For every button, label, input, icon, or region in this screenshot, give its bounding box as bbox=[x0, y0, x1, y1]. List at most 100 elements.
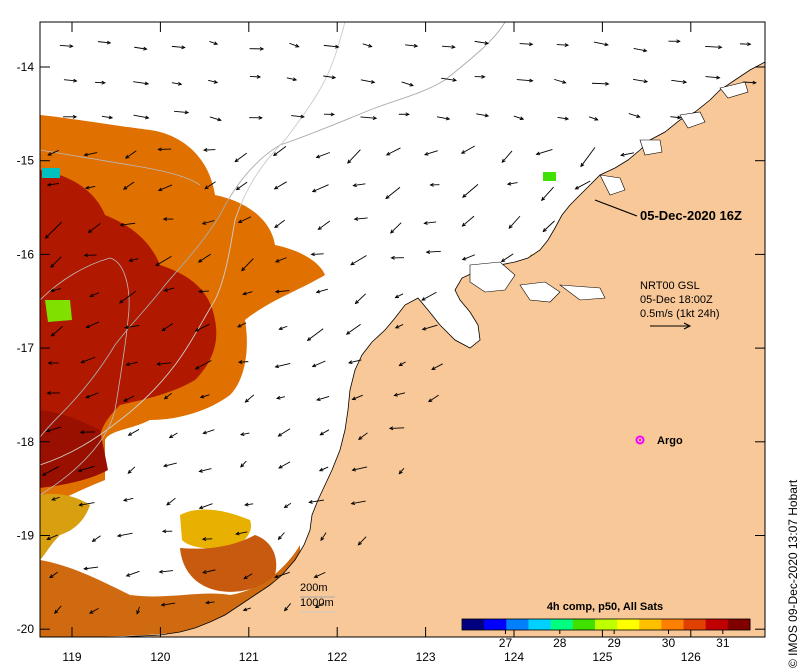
current-arrow bbox=[274, 362, 291, 369]
current-arrow bbox=[358, 432, 368, 440]
current-arrow bbox=[155, 256, 172, 267]
current-arrow bbox=[136, 606, 140, 615]
current-arrow bbox=[162, 217, 174, 222]
current-arrow bbox=[740, 42, 752, 47]
current-arrow bbox=[394, 293, 404, 299]
current-arrow bbox=[315, 152, 330, 159]
current-scale-arrow bbox=[650, 322, 692, 330]
current-arrow bbox=[323, 112, 336, 117]
current-arrow bbox=[47, 150, 59, 156]
current-arrow bbox=[85, 392, 99, 399]
current-arrow bbox=[83, 152, 98, 157]
current-arrow bbox=[628, 113, 641, 118]
current-arrow bbox=[194, 360, 212, 370]
current-arrow bbox=[202, 148, 216, 152]
current-arrow bbox=[557, 116, 570, 121]
current-arrow bbox=[393, 392, 406, 397]
current-arrow bbox=[208, 79, 219, 84]
current-arrow bbox=[385, 186, 401, 200]
current-arrow bbox=[209, 116, 222, 122]
current-arrow bbox=[316, 396, 330, 402]
current-arrow bbox=[394, 324, 404, 329]
colorbar-frame bbox=[461, 618, 751, 631]
current-arrow bbox=[289, 42, 300, 48]
current-arrow bbox=[705, 75, 721, 80]
current-arrow bbox=[348, 359, 362, 365]
current-arrow bbox=[357, 536, 367, 546]
current-arrow bbox=[389, 222, 402, 234]
current-arrow bbox=[474, 40, 490, 45]
current-arrow bbox=[278, 461, 291, 469]
current-arrow bbox=[127, 429, 140, 436]
current-arrow bbox=[83, 253, 97, 258]
current-arrow bbox=[535, 149, 553, 156]
current-arrow bbox=[425, 250, 441, 254]
current-arrow bbox=[116, 532, 133, 538]
current-arrow bbox=[633, 47, 648, 53]
current-arrow bbox=[556, 43, 570, 47]
sst-patch-yellow bbox=[180, 509, 251, 549]
current-arrow bbox=[274, 219, 285, 229]
current-arrow bbox=[98, 40, 112, 45]
current-arrow bbox=[345, 323, 361, 335]
current-arrow bbox=[156, 362, 172, 366]
colorbar-segment bbox=[683, 619, 707, 630]
current-arrow bbox=[588, 116, 599, 121]
colorbar-segment bbox=[462, 619, 485, 630]
current-arrow bbox=[124, 150, 137, 159]
current-arrow bbox=[441, 77, 457, 82]
current-arrow bbox=[306, 328, 324, 341]
current-arrow bbox=[347, 149, 361, 164]
current-arrow bbox=[705, 45, 723, 50]
current-arrow bbox=[63, 114, 78, 119]
current-arrow bbox=[198, 503, 213, 510]
current-arrow bbox=[157, 147, 172, 152]
current-arrow bbox=[59, 44, 74, 49]
current-arrow bbox=[197, 253, 211, 263]
current-arrow bbox=[542, 220, 555, 233]
current-arrow bbox=[580, 147, 596, 168]
current-arrow bbox=[78, 502, 95, 507]
current-arrow bbox=[134, 46, 148, 51]
colorbar-ticks: 27 28 29 30 31 bbox=[499, 630, 730, 650]
current-arrow bbox=[41, 466, 59, 476]
current-arrow bbox=[320, 532, 327, 542]
current-arrow bbox=[461, 254, 476, 261]
current-source-label: NRT00 GSL bbox=[640, 280, 700, 292]
sst-patch-cyan bbox=[42, 168, 60, 178]
current-arrow bbox=[274, 257, 287, 263]
current-arrow bbox=[77, 465, 95, 473]
current-arrow bbox=[119, 290, 137, 304]
current-arrow bbox=[506, 181, 518, 186]
current-arrow bbox=[162, 462, 177, 468]
current-arrow bbox=[123, 395, 135, 402]
current-arrow bbox=[362, 43, 373, 48]
current-arrow bbox=[46, 391, 60, 395]
current-arrow bbox=[513, 115, 525, 121]
colorbar-tick-label: 30 bbox=[662, 636, 676, 650]
current-arrow bbox=[421, 291, 437, 301]
current-arrow bbox=[390, 255, 405, 260]
colorbar bbox=[462, 619, 751, 630]
current-arrow bbox=[237, 216, 252, 224]
current-arrow bbox=[431, 363, 443, 370]
current-arrow bbox=[436, 116, 451, 121]
coastal-islands bbox=[469, 81, 749, 303]
current-arrow bbox=[198, 468, 212, 473]
current-arrow bbox=[204, 181, 216, 190]
current-arrow bbox=[591, 81, 610, 86]
current-arrow bbox=[352, 183, 366, 188]
current-arrow bbox=[291, 114, 305, 119]
current-arrow bbox=[119, 222, 136, 227]
colorbar-segment bbox=[572, 619, 596, 630]
colorbar-title: 4h comp, p50, All Sats bbox=[547, 601, 663, 613]
plot-frame bbox=[39, 21, 766, 638]
current-arrow bbox=[500, 253, 514, 263]
lon-tick-label: 125 bbox=[592, 650, 612, 664]
current-arrow bbox=[201, 220, 215, 225]
longitude-axis: 119 120 121 122 123 124 125 126 bbox=[62, 22, 701, 664]
colorbar-tick-label: 31 bbox=[716, 636, 730, 650]
lon-tick-label: 119 bbox=[62, 650, 81, 664]
lat-tick-label: -16 bbox=[17, 247, 35, 261]
